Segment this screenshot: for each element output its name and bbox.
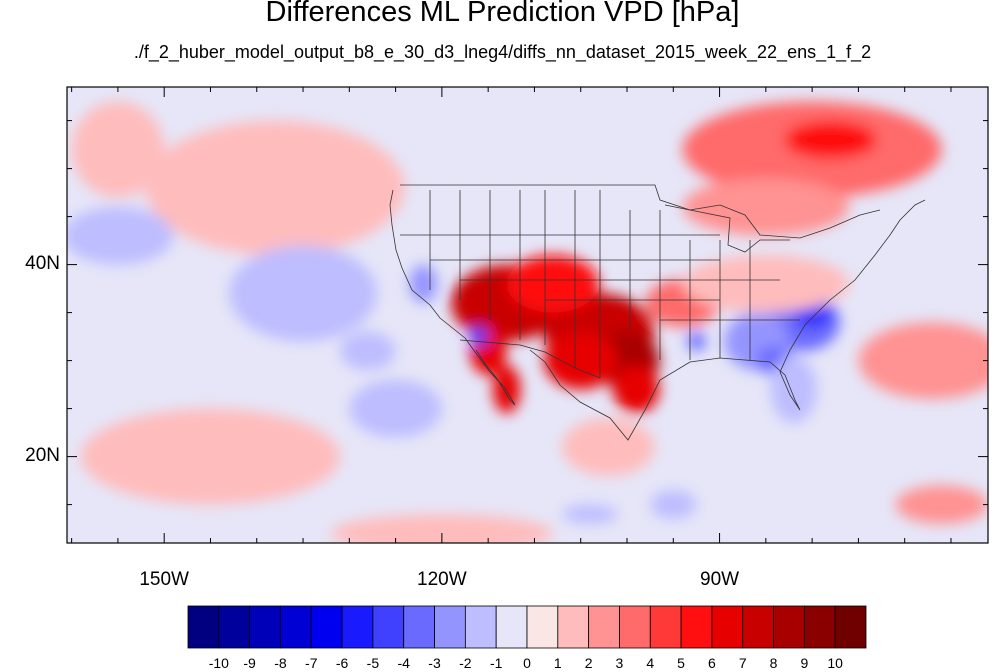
colorbar-label-16: 5 bbox=[677, 655, 685, 671]
anomaly-region-32 bbox=[650, 490, 697, 519]
chart-title: Differences ML Prediction VPD [hPa] bbox=[265, 0, 740, 28]
colorbar-swatch-19 bbox=[742, 605, 774, 649]
colorbar-label-17: 6 bbox=[708, 655, 716, 671]
anomaly-region-28 bbox=[349, 379, 442, 438]
colorbar-label-13: 2 bbox=[584, 655, 593, 671]
colorbar-swatch-8 bbox=[403, 605, 435, 649]
colorbar-label-9: -2 bbox=[459, 655, 472, 671]
anomaly-region-23 bbox=[80, 408, 341, 505]
colorbar-swatch-18 bbox=[711, 605, 744, 649]
anomaly-region-17 bbox=[770, 355, 817, 423]
colorbar-swatch-9 bbox=[434, 605, 466, 649]
colorbar-label-21: 10 bbox=[827, 655, 843, 671]
colorbar-swatch-4 bbox=[280, 605, 312, 649]
anomaly-region-11 bbox=[409, 264, 438, 303]
anomaly-region-19 bbox=[784, 120, 877, 159]
colorbar-swatch-3 bbox=[249, 605, 281, 649]
colorbar-label-20: 9 bbox=[800, 655, 809, 671]
anomaly-region-29 bbox=[340, 331, 396, 371]
colorbar-label-4: -7 bbox=[305, 655, 318, 671]
anomaly-region-30 bbox=[682, 254, 850, 313]
anomaly-region-4 bbox=[506, 254, 600, 313]
baja-peninsula bbox=[464, 337, 516, 406]
colorbar-label-14: 3 bbox=[615, 655, 624, 671]
anomaly-region-7 bbox=[613, 365, 660, 414]
colorbar-swatch-5 bbox=[310, 605, 343, 649]
anomaly-region-33 bbox=[330, 514, 553, 543]
colorbar-swatch-1 bbox=[187, 605, 220, 649]
coastline-west bbox=[389, 189, 466, 339]
y-tick-label-1: 40N bbox=[25, 252, 60, 274]
x-tick-label-2: 120W bbox=[417, 569, 467, 590]
anomaly-region-22 bbox=[895, 485, 988, 524]
colorbar-label-15: 4 bbox=[646, 655, 655, 671]
anomaly-region-25 bbox=[71, 101, 165, 198]
great-lakes bbox=[664, 204, 790, 253]
colorbar-label-11: 0 bbox=[523, 655, 531, 671]
anomaly-region-24 bbox=[145, 120, 405, 255]
colorbar-label-1: -10 bbox=[208, 655, 229, 671]
colorbar-swatch-6 bbox=[341, 605, 374, 649]
anomaly-region-20 bbox=[682, 178, 850, 236]
state-borders bbox=[389, 184, 926, 441]
anomaly-region-26 bbox=[67, 207, 174, 265]
anomaly-region-21 bbox=[858, 322, 988, 399]
colorbar-label-6: -5 bbox=[366, 655, 380, 671]
colorbar-swatch-15 bbox=[619, 605, 651, 649]
colorbar-swatch-11 bbox=[495, 605, 528, 649]
colorbar-swatch-17 bbox=[680, 605, 713, 649]
x-tick-label-1: 150W bbox=[139, 569, 189, 590]
anomaly-region-5 bbox=[543, 331, 618, 390]
gulf-coast bbox=[529, 199, 926, 441]
colorbar-label-2: -9 bbox=[243, 655, 256, 671]
anomaly-region-34 bbox=[562, 504, 618, 524]
anomaly-region-16 bbox=[687, 331, 706, 351]
colorbar-swatch-7 bbox=[372, 605, 405, 649]
plot-frame bbox=[66, 86, 989, 544]
us-mexico-border bbox=[459, 339, 601, 379]
chart-subtitle: ./f_2_huber_model_output_b8_e_30_d3_lneg… bbox=[133, 42, 872, 62]
colorbar-label-8: -3 bbox=[428, 655, 441, 671]
anomaly-region-9 bbox=[492, 365, 521, 414]
colorbar-swatch-14 bbox=[588, 605, 620, 649]
colorbar-swatch-20 bbox=[773, 605, 805, 649]
colorbar-swatch-2 bbox=[218, 605, 251, 649]
colorbar-label-10: -1 bbox=[489, 655, 503, 671]
canada-border bbox=[400, 184, 881, 239]
colorbar-label-18: 7 bbox=[738, 655, 747, 671]
colorbar-swatch-16 bbox=[649, 605, 682, 649]
x-tick-label-3: 90W bbox=[700, 569, 740, 590]
colorbar-label-3: -8 bbox=[274, 655, 287, 671]
anomaly-region-27 bbox=[228, 245, 378, 342]
y-tick-label-2: 20N bbox=[25, 444, 60, 466]
colorbar-swatch-22 bbox=[834, 605, 867, 649]
colorbar-label-12: 1 bbox=[553, 655, 562, 671]
colorbar-label-19: 8 bbox=[769, 655, 778, 671]
state-lines bbox=[400, 190, 800, 378]
colorbar-swatch-12 bbox=[526, 605, 559, 649]
colorbar-swatch-10 bbox=[464, 605, 497, 649]
colorbar-swatch-21 bbox=[803, 605, 836, 649]
anomaly-region-10 bbox=[469, 327, 489, 347]
colorbar-label-5: -6 bbox=[335, 655, 349, 671]
colorbar-swatch-13 bbox=[557, 605, 590, 649]
colorbar-label-7: -4 bbox=[397, 655, 410, 671]
anomaly-region-31 bbox=[562, 418, 655, 476]
